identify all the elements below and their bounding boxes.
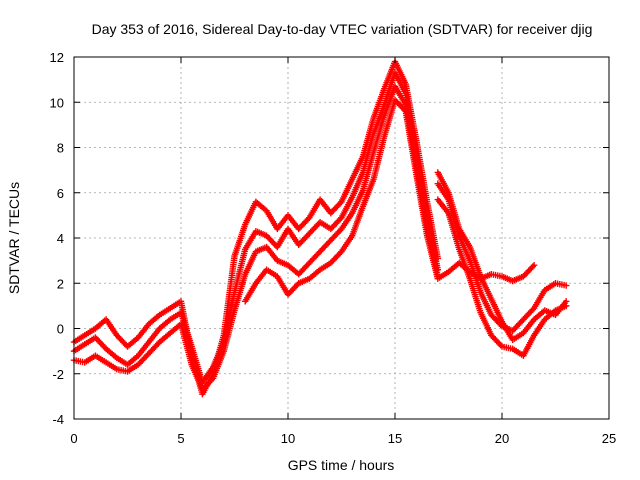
y-tick-label: 6 — [57, 186, 64, 201]
data-point-marker — [304, 215, 312, 223]
x-tick-label: 0 — [70, 431, 77, 446]
marks-layer — [70, 58, 570, 398]
y-tick-label: 10 — [50, 95, 64, 110]
data-point-marker — [563, 298, 570, 305]
x-tick-label: 10 — [281, 431, 295, 446]
data-point-marker — [529, 263, 536, 270]
x-tick-label: 25 — [602, 431, 616, 446]
data-point-marker — [336, 215, 344, 223]
x-tick-label: 5 — [177, 431, 184, 446]
data-point-marker — [529, 306, 536, 313]
y-tick-label: -4 — [52, 412, 64, 427]
data-point-marker — [208, 376, 215, 383]
series-track-7 — [434, 169, 570, 344]
y-tick-label: -2 — [52, 367, 64, 382]
x-tick-label: 15 — [388, 431, 402, 446]
x-tick-label: 20 — [495, 431, 509, 446]
series-track-3 — [70, 83, 441, 393]
y-tick-label: 0 — [57, 322, 64, 337]
y-tick-label: 2 — [57, 276, 64, 291]
data-point-marker — [530, 261, 538, 269]
ticks-layer — [73, 56, 610, 420]
data-point-marker — [401, 106, 408, 114]
tick-labels: 0 5 10 15 20 25 -4 -2 0 2 4 6 8 10 12 — [50, 50, 617, 446]
series-track-4 — [242, 96, 538, 305]
data-point-marker — [497, 341, 504, 349]
y-tick-label: 4 — [57, 231, 64, 246]
chart-title: Day 353 of 2016, Sidereal Day-to-day VTE… — [92, 21, 593, 37]
y-tick-label: 12 — [50, 50, 64, 65]
data-point-marker — [563, 282, 570, 289]
y-tick-label: 8 — [57, 141, 64, 156]
y-axis-label: SDTVAR / TECUs — [6, 182, 22, 294]
x-axis-label: GPS time / hours — [288, 457, 395, 473]
data-point-marker — [336, 200, 344, 207]
grid-layer — [74, 57, 609, 419]
series-track-2 — [70, 69, 441, 386]
